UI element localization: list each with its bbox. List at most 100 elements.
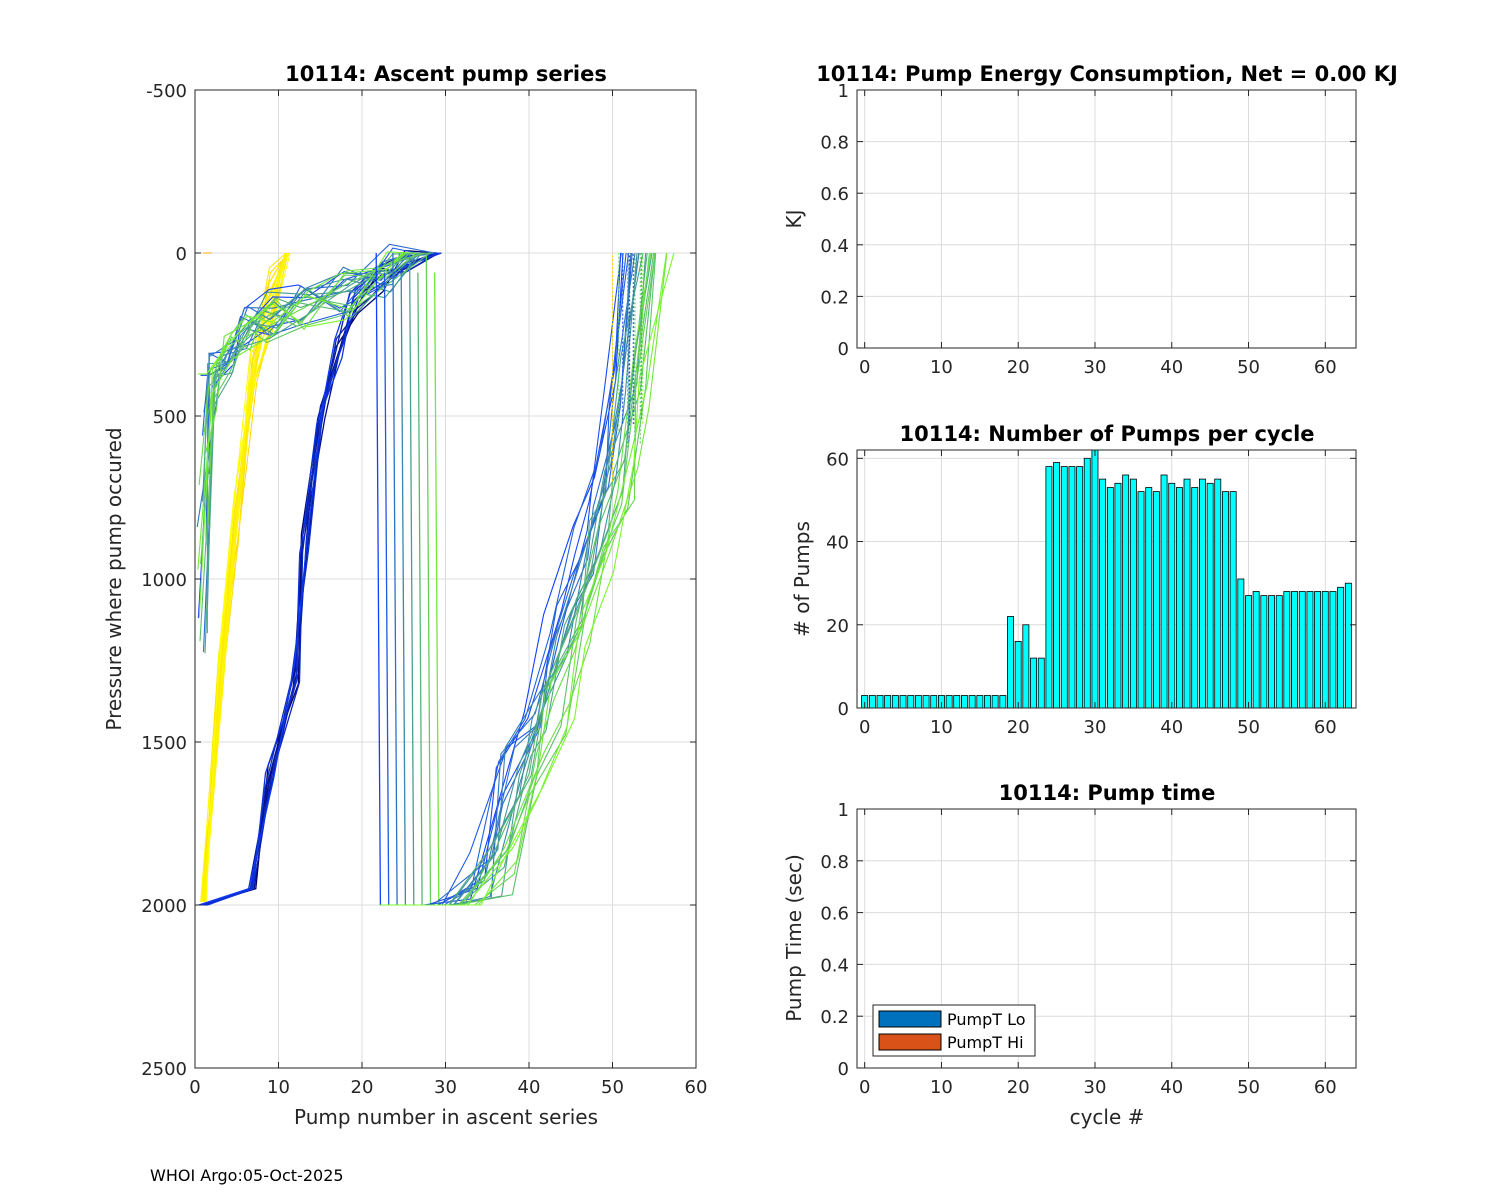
- ascent-xtick-label: 50: [601, 1077, 624, 1098]
- pumps-bar: [899, 695, 907, 709]
- pumps-xtick-label: 20: [1007, 717, 1030, 738]
- pumps-xtick-label: 30: [1084, 717, 1107, 738]
- pumps-bar: [1045, 466, 1053, 709]
- pumps-bar: [1191, 487, 1199, 709]
- pumps-bar: [1283, 591, 1291, 709]
- pumps-ytick-label: 40: [826, 533, 849, 554]
- ascent-pump-series-chart: 10114: Ascent pump series Pump number in…: [102, 62, 707, 1129]
- ascent-line-late-top: [203, 252, 434, 433]
- pumps-bar: [1260, 595, 1268, 709]
- pumps-bar: [1106, 487, 1114, 709]
- pumps-bar: [999, 695, 1007, 709]
- ascent-line-late-bottom: [391, 252, 647, 906]
- pumps-bar: [1337, 586, 1345, 709]
- ascent-ytick-label: 500: [153, 407, 187, 428]
- pumps-bar: [1022, 624, 1030, 709]
- pumps-bar: [1214, 478, 1222, 709]
- pumps-bar: [1083, 457, 1091, 709]
- ascent-line-descent: [425, 252, 432, 906]
- ascent-xtick-label: 20: [351, 1077, 374, 1098]
- pumptime-ytick-label: 0.6: [820, 904, 849, 925]
- ascent-xtick-label: 60: [685, 1077, 708, 1098]
- pumps-bar: [984, 695, 991, 709]
- energy-xtick-label: 30: [1084, 357, 1107, 378]
- ascent-ytick-label: 2000: [141, 896, 187, 917]
- pumps-bar: [1329, 591, 1337, 709]
- ascent-line-early: [203, 252, 286, 902]
- ascent-line-early: [201, 252, 288, 902]
- pumps-chart-title: 10114: Number of Pumps per cycle: [899, 422, 1314, 446]
- pumptime-xtick-label: 10: [930, 1077, 953, 1098]
- energy-xtick-label: 40: [1160, 357, 1183, 378]
- pumptime-xtick-label: 0: [859, 1077, 870, 1098]
- pumps-xtick-label: 10: [930, 717, 953, 738]
- ascent-xtick-label: 0: [189, 1077, 200, 1098]
- ascent-line-late-bottom: [381, 252, 668, 906]
- pumps-bar: [1252, 591, 1260, 709]
- pumptime-ytick-label: 0.8: [820, 852, 849, 873]
- pumps-bar: [891, 695, 899, 709]
- legend-label-lo: PumpT Lo: [947, 1010, 1026, 1029]
- pumps-bar: [1076, 466, 1084, 709]
- pumps-bar: [1206, 482, 1214, 709]
- pumps-bar: [1068, 466, 1076, 709]
- pumptime-xtick-label: 30: [1084, 1077, 1107, 1098]
- pumps-bar: [1245, 595, 1252, 709]
- energy-ytick-label: 1: [838, 81, 849, 102]
- pumps-bar: [1122, 474, 1130, 709]
- pumps-bar: [1291, 591, 1298, 709]
- pumps-axes-box: [856, 449, 1357, 709]
- ascent-line-late-bottom: [379, 252, 622, 906]
- pumps-bar: [1314, 591, 1321, 709]
- energy-xtick-label: 10: [930, 357, 953, 378]
- energy-ytick-label: 0.6: [820, 184, 849, 205]
- ascent-line-late-bottom: [379, 252, 652, 906]
- pumps-bar: [1007, 616, 1014, 709]
- pumptime-ytick-label: 0.4: [820, 955, 849, 976]
- pumps-bar: [914, 695, 922, 709]
- ascent-line-descent: [375, 252, 382, 906]
- pumps-bar: [1152, 491, 1160, 709]
- pumptime-chart-title: 10114: Pump time: [999, 781, 1216, 805]
- pumps-bar: [1321, 591, 1329, 709]
- energy-ytick-label: 0.2: [820, 287, 849, 308]
- pumps-bar: [1306, 591, 1314, 709]
- ascent-line-early: [203, 252, 288, 902]
- pumps-bar: [1183, 478, 1191, 709]
- ascent-xtick-label: 30: [434, 1077, 457, 1098]
- pumptime-xtick-label: 50: [1237, 1077, 1260, 1098]
- ascent-y-axis-label: Pressure where pump occured: [102, 427, 126, 730]
- energy-grid: [857, 89, 1356, 349]
- ascent-x-axis-label: Pump number in ascent series: [294, 1105, 598, 1129]
- ascent-ytick-label: 1000: [141, 570, 187, 591]
- ascent-line-descent: [408, 252, 415, 906]
- ascent-line-early: [201, 252, 286, 902]
- ascent-line-late-bottom: [380, 252, 648, 906]
- ascent-line-late-top: [201, 243, 435, 436]
- pumps-bar: [1137, 491, 1145, 709]
- ascent-line-descent: [433, 272, 440, 906]
- pumps-bar: [953, 695, 961, 709]
- pumptime-legend: PumpT Lo PumpT Hi: [872, 1004, 1036, 1057]
- pumps-bar: [1275, 595, 1283, 709]
- pumps-bar: [1160, 474, 1168, 709]
- ascent-chart-title: 10114: Ascent pump series: [285, 62, 607, 86]
- pumps-bar: [1229, 491, 1237, 709]
- energy-ytick-label: 0.4: [820, 236, 849, 257]
- pumps-bar: [868, 695, 876, 709]
- ascent-line-descent: [400, 272, 407, 906]
- energy-xtick-label: 0: [859, 357, 870, 378]
- ascent-ytick-label: 1500: [141, 733, 187, 754]
- pumps-xtick-label: 60: [1314, 717, 1337, 738]
- pumps-bar: [1030, 657, 1037, 709]
- pumps-bar: [876, 695, 884, 709]
- pumps-bar: [1237, 578, 1245, 709]
- ascent-xtick-label: 10: [267, 1077, 290, 1098]
- pumps-bar: [968, 695, 976, 709]
- ascent-line-late-bottom: [379, 252, 624, 906]
- ascent-series-lines: [196, 243, 675, 906]
- pumps-xtick-label: 40: [1160, 717, 1183, 738]
- ascent-line-late-bottom: [390, 252, 657, 906]
- footer-text: WHOI Argo:05-Oct-2025: [150, 1166, 344, 1185]
- energy-y-axis-label: KJ: [782, 209, 806, 228]
